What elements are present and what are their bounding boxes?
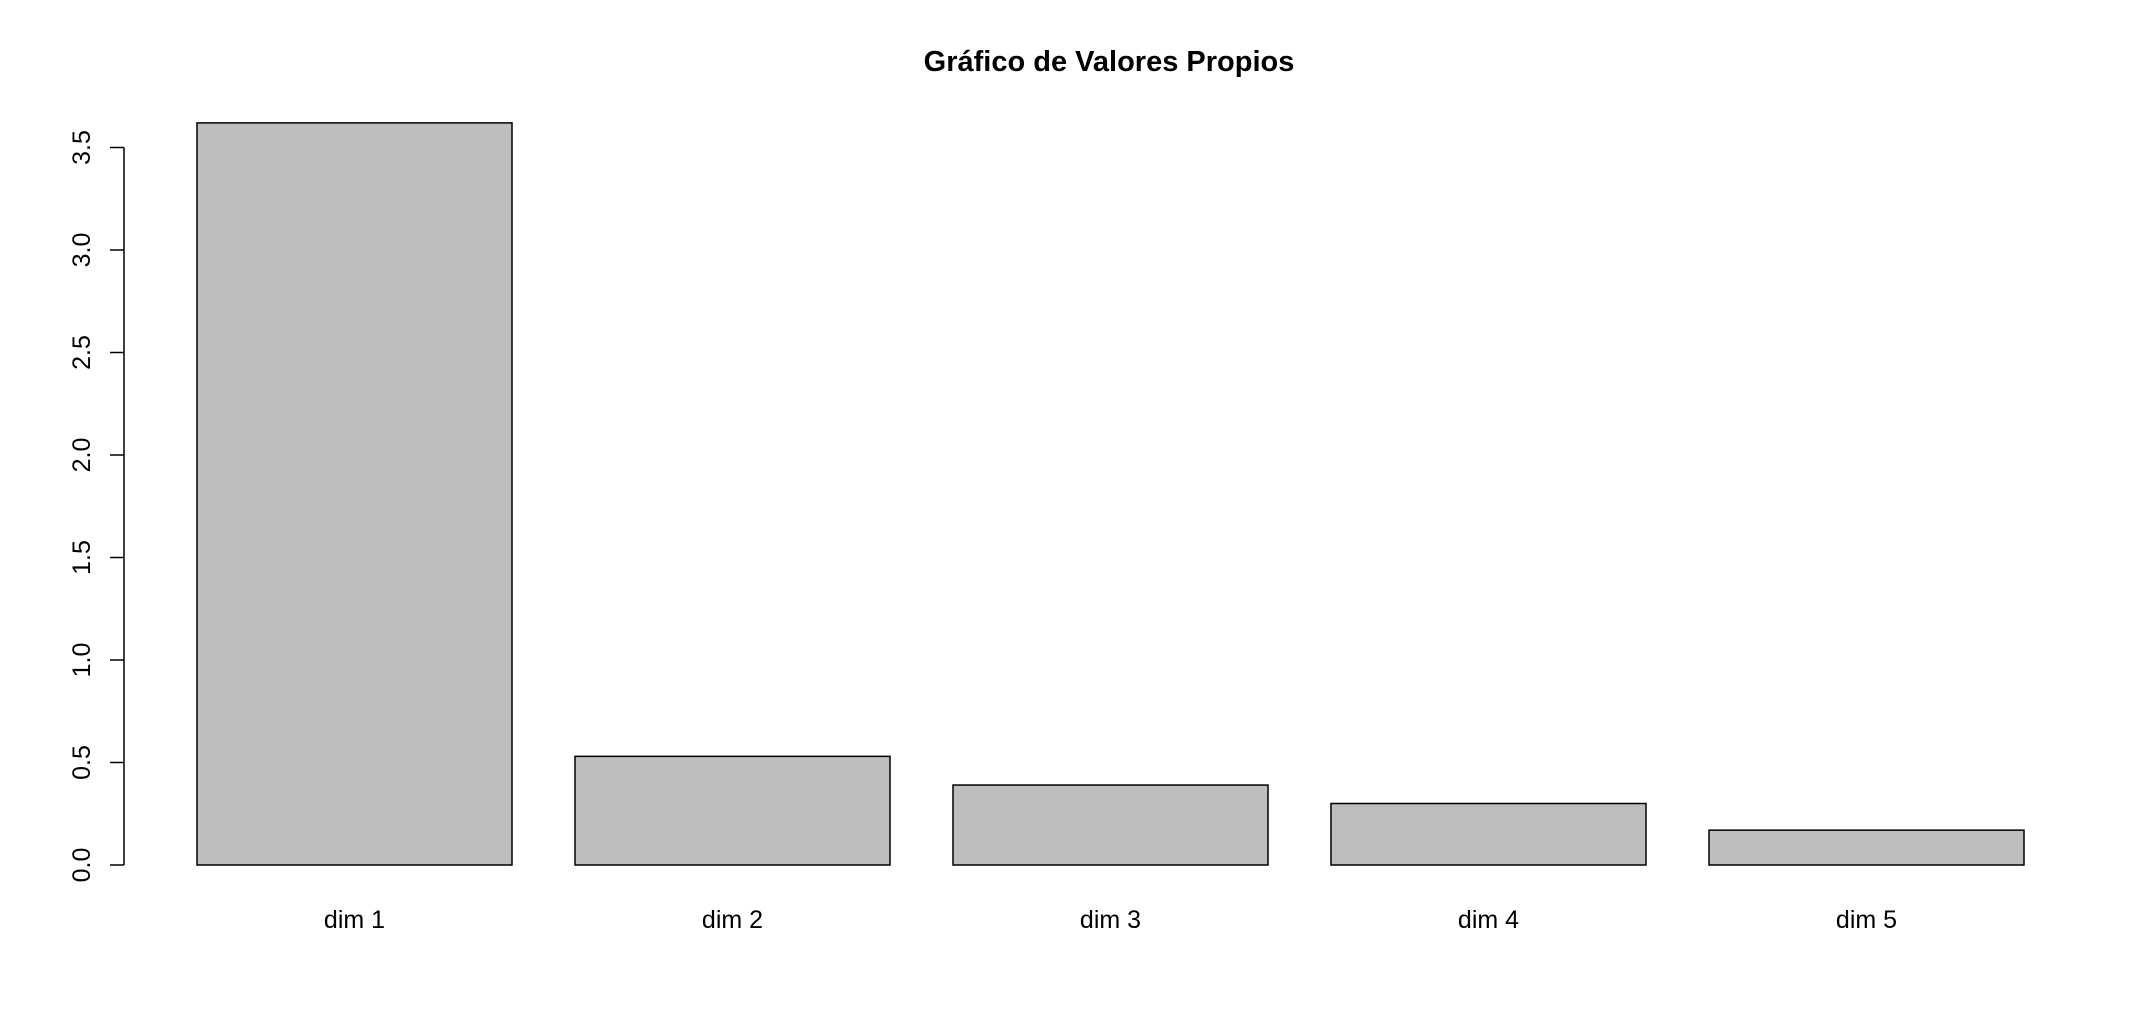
bar-dim-3 — [952, 784, 1269, 866]
bar-dim-4 — [1330, 802, 1647, 866]
x-category-label: dim 1 — [324, 906, 385, 934]
y-tick-label: 2.0 — [68, 438, 96, 473]
x-axis-labels: dim 1 dim 2 dim 3 dim 4 dim 5 — [324, 906, 1897, 934]
x-category-label: dim 5 — [1836, 906, 1897, 934]
bar-dim-5 — [1708, 829, 2025, 866]
chart-title: Gráfico de Valores Propios — [924, 46, 1295, 78]
y-tick-label: 1.0 — [68, 643, 96, 678]
bars-group — [196, 122, 2025, 866]
y-tick-label: 3.5 — [68, 130, 96, 165]
y-axis: 0.0 0.5 1.0 1.5 2.0 2.5 3.0 3.5 — [68, 130, 125, 883]
y-tick-label: 1.5 — [68, 540, 96, 575]
bar-dim-1 — [196, 122, 513, 866]
x-category-label: dim 4 — [1458, 906, 1519, 934]
y-tick-label: 0.0 — [68, 848, 96, 883]
x-category-label: dim 3 — [1080, 906, 1141, 934]
y-tick-label: 2.5 — [68, 335, 96, 370]
bar-dim-2 — [574, 755, 891, 866]
y-tick-label: 3.0 — [68, 233, 96, 268]
x-category-label: dim 2 — [702, 906, 763, 934]
y-tick-label: 0.5 — [68, 745, 96, 780]
